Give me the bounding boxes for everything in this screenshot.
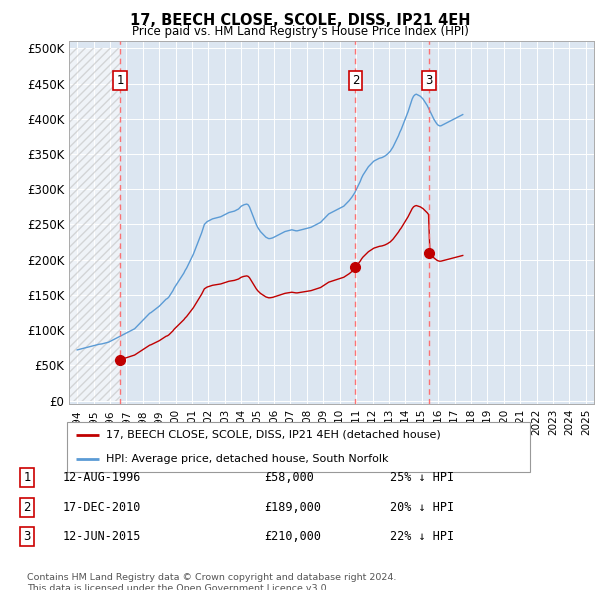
- Text: £189,000: £189,000: [264, 501, 321, 514]
- Text: 2: 2: [352, 74, 359, 87]
- Text: Price paid vs. HM Land Registry's House Price Index (HPI): Price paid vs. HM Land Registry's House …: [131, 25, 469, 38]
- Text: 1: 1: [23, 471, 31, 484]
- Bar: [69, 48, 120, 401]
- Text: 3: 3: [23, 530, 31, 543]
- Text: 1: 1: [116, 74, 124, 87]
- Text: 20% ↓ HPI: 20% ↓ HPI: [390, 501, 454, 514]
- Text: 17, BEECH CLOSE, SCOLE, DISS, IP21 4EH: 17, BEECH CLOSE, SCOLE, DISS, IP21 4EH: [130, 13, 470, 28]
- Text: 22% ↓ HPI: 22% ↓ HPI: [390, 530, 454, 543]
- Text: £58,000: £58,000: [264, 471, 314, 484]
- Text: 17-DEC-2010: 17-DEC-2010: [63, 501, 142, 514]
- Text: £210,000: £210,000: [264, 530, 321, 543]
- Text: HPI: Average price, detached house, South Norfolk: HPI: Average price, detached house, Sout…: [106, 454, 389, 464]
- Text: 12-AUG-1996: 12-AUG-1996: [63, 471, 142, 484]
- FancyBboxPatch shape: [67, 422, 530, 472]
- Text: 3: 3: [425, 74, 433, 87]
- Text: 17, BEECH CLOSE, SCOLE, DISS, IP21 4EH (detached house): 17, BEECH CLOSE, SCOLE, DISS, IP21 4EH (…: [106, 430, 441, 440]
- Text: 2: 2: [23, 501, 31, 514]
- Text: 25% ↓ HPI: 25% ↓ HPI: [390, 471, 454, 484]
- Text: Contains HM Land Registry data © Crown copyright and database right 2024.
This d: Contains HM Land Registry data © Crown c…: [27, 573, 397, 590]
- Text: 12-JUN-2015: 12-JUN-2015: [63, 530, 142, 543]
